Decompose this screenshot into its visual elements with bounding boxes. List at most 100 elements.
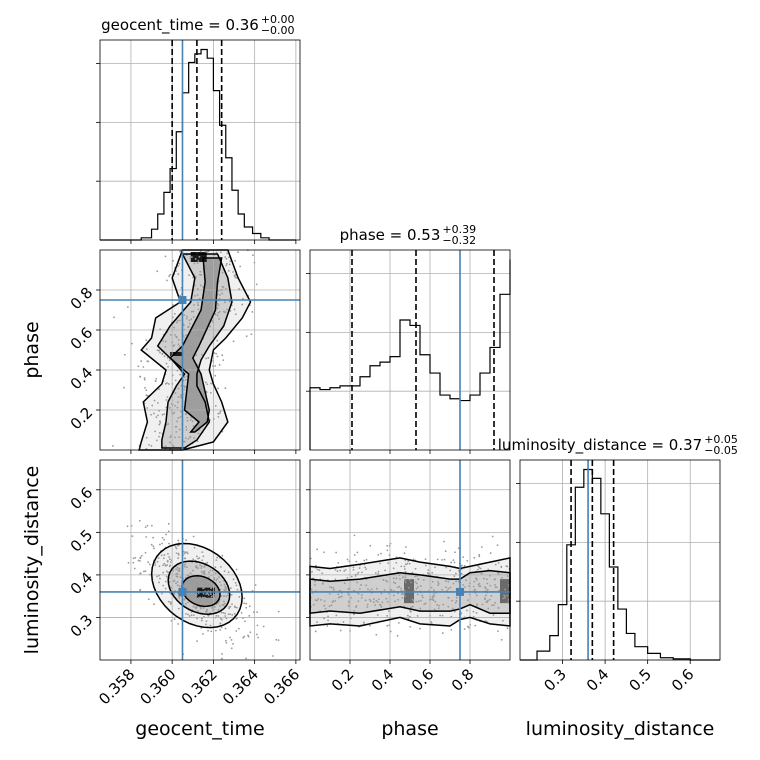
panel-geocent_time-luminosity_distance-point <box>145 536 148 538</box>
panel-geocent_time-phase-point <box>208 304 210 307</box>
panel-geocent_time-luminosity_distance-point <box>157 557 160 559</box>
panel-geocent_time-luminosity_distance-point <box>187 613 189 616</box>
panel-geocent_time-luminosity_distance-point <box>200 565 203 568</box>
panel-phase-luminosity_distance-point <box>460 572 463 575</box>
panel-geocent_time-phase-point <box>164 345 167 348</box>
panel-geocent_time-phase-point <box>180 384 183 387</box>
panel-geocent_time-luminosity_distance-point <box>162 564 165 567</box>
panel-phase-luminosity_distance-point <box>431 580 434 583</box>
panel-phase-luminosity_distance-point <box>350 575 353 578</box>
panel-geocent_time-phase-point <box>234 276 237 279</box>
panel-geocent_time-luminosity_distance-point <box>257 636 259 639</box>
panel-phase-luminosity_distance-point <box>405 546 407 548</box>
panel-geocent_time-luminosity_distance-point <box>234 606 237 609</box>
panel-phase-luminosity_distance-point <box>414 575 417 578</box>
panel-geocent_time-luminosity_distance-point <box>210 587 213 590</box>
panel-geocent_time-luminosity_distance-point <box>205 623 207 626</box>
panel-phase-luminosity_distance-point <box>347 600 350 603</box>
panel-geocent_time-luminosity_distance-point <box>223 600 225 603</box>
panel-phase-luminosity_distance-point <box>476 605 478 607</box>
panel-phase-luminosity_distance-point <box>486 582 489 585</box>
panel-geocent_time-luminosity_distance-point <box>203 572 206 575</box>
panel-geocent_time-phase-point <box>173 358 175 361</box>
panel-phase-luminosity_distance-point <box>343 570 346 573</box>
panel-geocent_time-phase-point <box>237 251 239 254</box>
panel-phase-luminosity_distance-point <box>381 601 384 604</box>
panel-phase-luminosity_distance-point <box>500 638 503 641</box>
panel-geocent_time-phase-point <box>189 376 192 379</box>
panel-geocent_time-phase-point <box>137 365 140 368</box>
panel-geocent_time-phase-point <box>197 260 200 262</box>
panel-phase-luminosity_distance-point <box>392 577 395 580</box>
panel-phase-luminosity_distance-point <box>485 601 488 604</box>
panel-geocent_time-luminosity_distance-point <box>192 605 195 608</box>
panel-phase-luminosity_distance-point <box>483 597 486 600</box>
panel-geocent_time-luminosity_distance-point <box>209 624 212 627</box>
panel-geocent_time-luminosity_distance-truth-point <box>178 587 187 596</box>
panel-geocent_time-phase-point <box>238 288 240 290</box>
panel-phase-luminosity_distance-point <box>379 562 381 565</box>
panel-geocent_time-phase-point <box>169 334 172 336</box>
panel-geocent_time-luminosity_distance-point <box>177 539 180 542</box>
panel-geocent_time-luminosity_distance-point <box>165 533 167 536</box>
panel-geocent_time-luminosity_distance-point <box>190 595 192 597</box>
panel-geocent_time-phase-point <box>215 251 218 254</box>
panel-geocent_time-phase-point <box>218 294 221 296</box>
panel-geocent_time-phase-point <box>139 375 142 378</box>
panel-geocent_time-phase-point <box>173 344 176 347</box>
panel-geocent_time-phase-point <box>226 252 229 255</box>
panel-geocent_time-luminosity_distance-point <box>160 554 163 557</box>
panel-phase-luminosity_distance-point <box>414 567 417 570</box>
panel-phase-luminosity_distance-frame <box>309 459 511 661</box>
panel-phase-luminosity_distance-point <box>477 565 480 568</box>
panel-geocent_time-phase-point <box>214 365 217 367</box>
panel-geocent_time-luminosity_distance-point <box>190 614 193 617</box>
panel-geocent_time-luminosity_distance-point <box>220 626 223 629</box>
panel-phase-luminosity_distance-point <box>416 575 419 577</box>
panel-phase-luminosity_distance-point <box>403 565 406 568</box>
panel-geocent_time-luminosity_distance-point <box>214 572 217 575</box>
panel-geocent_time-phase-point <box>164 255 167 258</box>
panel-geocent_time-luminosity_distance-point <box>200 567 203 569</box>
panel-geocent_time-phase-point <box>192 425 195 427</box>
panel-phase-luminosity_distance-point <box>476 603 478 606</box>
panel-phase-luminosity_distance-point <box>424 558 427 561</box>
panel-geocent_time-phase-point <box>163 413 166 415</box>
panel-phase-luminosity_distance-point <box>490 595 493 597</box>
panel-geocent_time-luminosity_distance-point <box>224 615 227 617</box>
panel-phase-luminosity_distance-point <box>481 603 484 606</box>
panel-geocent_time-phase-point <box>199 388 202 390</box>
panel-geocent_time-phase-point <box>165 362 168 365</box>
panel-geocent_time-luminosity_distance-point <box>147 598 150 601</box>
panel-geocent_time-phase-point <box>216 339 219 342</box>
panel-geocent_time-luminosity_distance-point <box>195 581 197 584</box>
panel-geocent_time-phase-point <box>195 334 197 337</box>
panel-phase-luminosity_distance-point <box>506 575 509 577</box>
panel-phase-luminosity_distance-point <box>434 600 437 603</box>
panel-geocent_time-luminosity_distance-point <box>231 603 233 606</box>
panel-geocent_time-luminosity_distance-point <box>203 586 205 589</box>
panel-geocent_time-phase-point <box>176 321 178 324</box>
panel-phase-luminosity_distance-point <box>394 582 397 585</box>
panel-phase-luminosity_distance-point <box>342 621 345 623</box>
panel-phase-luminosity_distance-point <box>480 572 483 575</box>
panel-geocent_time-luminosity_distance-point <box>152 545 155 548</box>
hist-geocent_time-step <box>100 48 296 241</box>
panel-phase-luminosity_distance-point <box>318 569 321 572</box>
panel-geocent_time-phase-point <box>204 307 207 310</box>
panel-phase-luminosity_distance-point <box>374 572 377 574</box>
panel-geocent_time-phase-point <box>225 257 228 260</box>
panel-geocent_time-phase-point <box>165 399 168 401</box>
panel-geocent_time-phase-point <box>216 302 219 305</box>
panel-phase-luminosity_distance-point <box>489 552 492 554</box>
panel-geocent_time-luminosity_distance-point <box>188 596 191 598</box>
panel-phase-luminosity_distance-point <box>505 565 508 567</box>
panel-phase-luminosity_distance-point <box>328 592 331 595</box>
panel-phase-luminosity_distance-point <box>364 566 367 569</box>
panel-geocent_time-phase-point <box>185 378 187 381</box>
panel-phase-luminosity_distance-point <box>433 608 436 611</box>
panel-geocent_time-phase-point <box>188 319 191 322</box>
panel-geocent_time-luminosity_distance-point <box>184 551 187 554</box>
panel-geocent_time-luminosity_distance-point <box>232 642 234 645</box>
